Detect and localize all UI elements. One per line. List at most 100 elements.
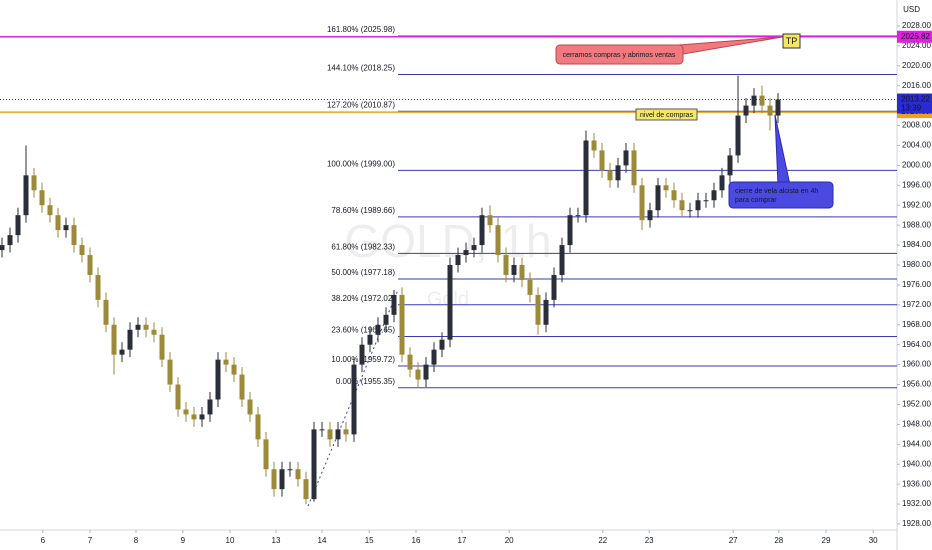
- candle-body: [767, 105, 773, 116]
- candle-body: [615, 165, 621, 181]
- candle-body: [759, 95, 765, 106]
- x-tick-label: 13: [272, 536, 281, 545]
- candle-body: [39, 190, 45, 206]
- candle-body: [63, 225, 69, 231]
- candle-body: [191, 414, 197, 420]
- candle-body: [0, 245, 5, 251]
- candle-body: [567, 215, 573, 246]
- y-tick-label: 2004.00: [902, 141, 931, 150]
- price-box: [897, 30, 932, 43]
- candle-body: [391, 294, 397, 315]
- candle-body: [583, 140, 589, 216]
- candle-body: [447, 265, 453, 340]
- x-tick-label: 23: [645, 536, 654, 545]
- y-tick-label: 1964.00: [902, 340, 931, 349]
- candle-body: [527, 279, 533, 295]
- candle-body: [351, 364, 357, 435]
- candle-body: [127, 329, 133, 350]
- y-tick-label: 1976.00: [902, 280, 931, 289]
- candle-body: [735, 115, 741, 156]
- entry-callout-text: cierre de vela alcista en 4h: [735, 188, 818, 195]
- candle-body: [103, 299, 109, 325]
- candle-body: [183, 409, 189, 415]
- candle-body: [479, 215, 485, 246]
- fib-label: 50.00% (1977.18): [331, 268, 395, 277]
- last-price-box: [897, 93, 932, 114]
- candle-body: [255, 414, 261, 440]
- candle-body: [671, 190, 677, 201]
- candle-body: [199, 414, 205, 420]
- y-tick-label: 2028.00: [902, 21, 931, 30]
- candle-body: [687, 210, 693, 212]
- x-tick-label: 27: [729, 536, 738, 545]
- candle-body: [655, 185, 661, 211]
- candle-body: [511, 265, 517, 275]
- candle-body: [399, 294, 405, 355]
- candle-body: [343, 429, 349, 435]
- candle-body: [431, 349, 437, 365]
- candle-body: [319, 429, 325, 431]
- candle-body: [415, 369, 421, 380]
- candle-body: [23, 175, 29, 216]
- y-tick-label: 1984.00: [902, 240, 931, 249]
- candle-body: [503, 255, 509, 275]
- y-tick-label: 1928.00: [902, 519, 931, 528]
- candle-body: [159, 334, 165, 360]
- candle-body: [87, 255, 93, 275]
- candle-body: [575, 215, 581, 217]
- candle-body: [455, 255, 461, 265]
- candle-body: [327, 429, 333, 440]
- candle-body: [311, 429, 317, 500]
- y-tick-label: 1956.00: [902, 380, 931, 389]
- candle-body: [167, 359, 173, 385]
- candle-body: [135, 324, 141, 330]
- candle-body: [231, 364, 237, 375]
- x-tick-label: 14: [318, 536, 327, 545]
- fib-label: 23.60% (1965.65): [331, 326, 395, 335]
- x-tick-label: 10: [226, 536, 235, 545]
- candle-body: [207, 399, 213, 415]
- y-tick-label: 2000.00: [902, 160, 931, 169]
- candle-body: [47, 205, 53, 216]
- candle-body: [407, 354, 413, 370]
- fib-label: 38.20% (1972.02): [331, 294, 395, 303]
- fib-label: 78.60% (1989.66): [331, 206, 395, 215]
- x-tick-label: 7: [88, 536, 93, 545]
- candle-body: [695, 200, 701, 211]
- y-tick-label: 1968.00: [902, 320, 931, 329]
- fib-label: 127.20% (2010.87): [327, 100, 395, 109]
- candle-body: [543, 299, 549, 325]
- price-box-label: 2025.82: [901, 32, 930, 41]
- candle-body: [359, 344, 365, 365]
- candle-body: [463, 250, 469, 256]
- tp-box: [782, 33, 801, 49]
- candle-body: [487, 215, 493, 226]
- candle-body: [295, 469, 301, 480]
- candle-body: [383, 314, 389, 325]
- last-price-label: 2013.22: [901, 95, 930, 104]
- candle-body: [559, 245, 565, 275]
- candle-body: [143, 324, 149, 330]
- candle-body: [495, 225, 501, 256]
- y-tick-label: 1936.00: [902, 479, 931, 488]
- y-tick-label: 1940.00: [902, 459, 931, 468]
- candle-body: [639, 185, 645, 221]
- candle-body: [423, 364, 429, 380]
- y-tick-label: 2020.00: [902, 61, 931, 70]
- currency-label: USD: [903, 5, 920, 14]
- candle-body: [71, 225, 77, 246]
- candle-body: [263, 439, 269, 470]
- fib-label: 144.10% (2018.25): [327, 64, 395, 73]
- candle-body: [303, 479, 309, 500]
- y-tick-label: 1952.00: [902, 400, 931, 409]
- candle-body: [471, 245, 477, 251]
- x-tick-label: 17: [458, 536, 467, 545]
- candle-body: [55, 215, 61, 231]
- watermark: GOLD, 1h: [344, 215, 551, 267]
- candle-body: [375, 324, 381, 335]
- candle-body: [551, 274, 557, 300]
- sell-callout: [555, 44, 684, 65]
- fib-label: 61.80% (1982.33): [331, 243, 395, 252]
